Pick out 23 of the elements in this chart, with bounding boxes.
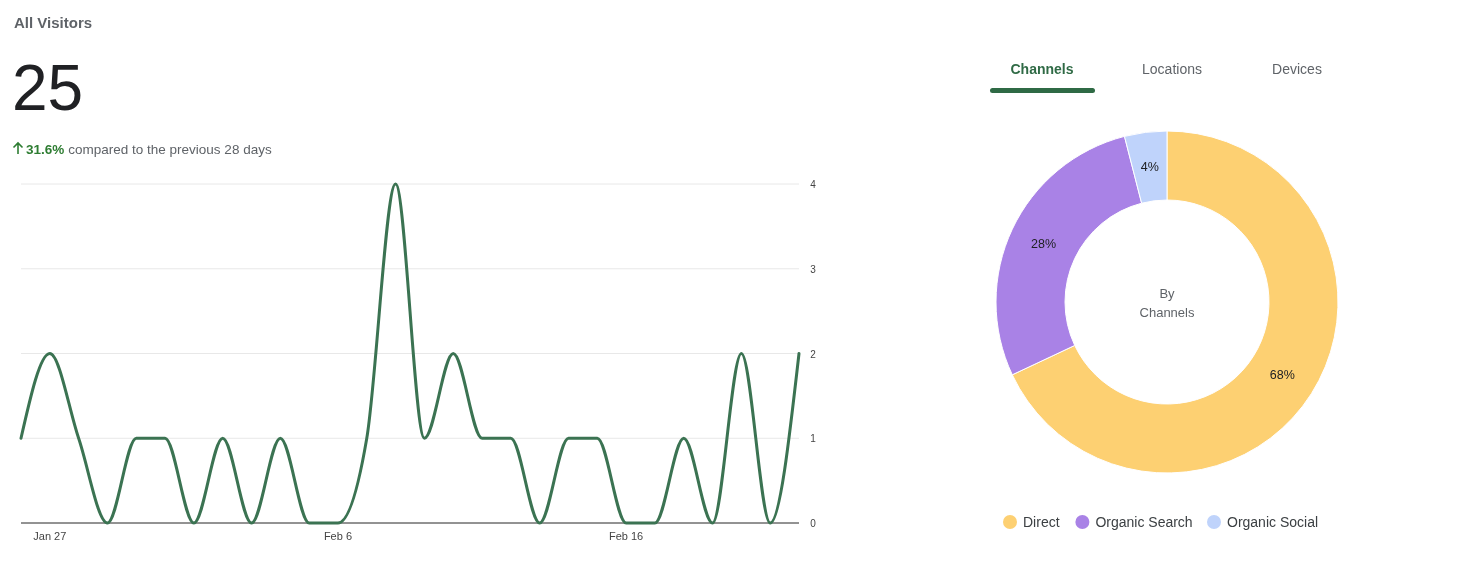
x-tick-label: Feb 16	[608, 530, 644, 542]
text: By Channels	[1139, 285, 1195, 320]
text: Locations	[1142, 61, 1202, 77]
x-tick-label: Feb 6	[323, 530, 353, 542]
text: All Visitors	[14, 14, 93, 31]
data-label: 68%	[1269, 368, 1295, 383]
data-label: 4%	[1140, 159, 1159, 174]
legend-label: Organic Search	[1095, 514, 1193, 530]
data-label: 28%	[1030, 236, 1057, 251]
text: Channels	[1010, 61, 1074, 77]
text: 25	[12, 52, 84, 124]
line-series	[19, 182, 801, 525]
y-tick-label: 0	[810, 518, 817, 529]
text: compared to the previous 28 days	[68, 142, 272, 157]
legend-label: Organic Social	[1227, 514, 1319, 530]
text: Devices	[1272, 61, 1322, 77]
x-tick-label: Jan 27	[33, 530, 67, 542]
legend-label: Direct	[1023, 514, 1060, 530]
y-tick-label: 1	[810, 433, 817, 445]
text: 31.6%	[26, 142, 65, 157]
y-tick-label: 4	[810, 179, 817, 190]
y-tick-label: 2	[810, 348, 817, 360]
y-tick-label: 3	[810, 263, 817, 275]
